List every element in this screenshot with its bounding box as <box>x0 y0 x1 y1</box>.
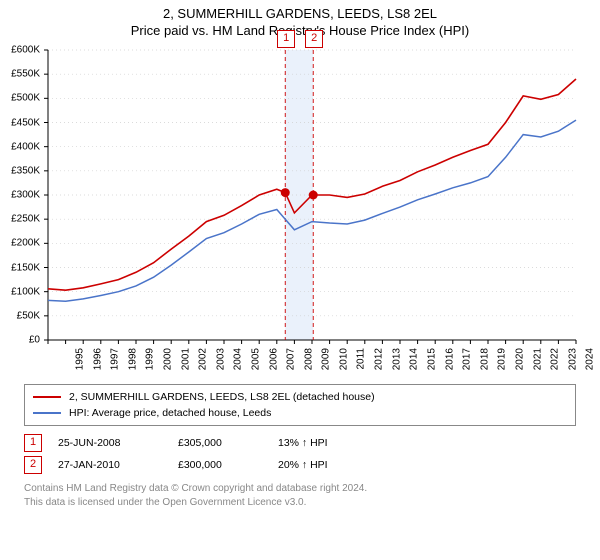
x-tick-label: 2015 <box>426 348 437 370</box>
note-row: 2 27-JAN-2010£300,00020% ↑ HPI <box>24 454 576 476</box>
legend: 2, SUMMERHILL GARDENS, LEEDS, LS8 2EL (d… <box>24 384 576 426</box>
x-tick-label: 2006 <box>268 348 279 370</box>
y-tick-label: £500K <box>0 93 40 104</box>
x-tick-label: 2020 <box>514 348 525 370</box>
y-tick-label: £250K <box>0 214 40 225</box>
x-tick-label: 2012 <box>373 348 384 370</box>
note-date: 25-JUN-2008 <box>58 437 178 449</box>
event-badge: 2 <box>305 30 323 48</box>
x-tick-label: 2013 <box>391 348 402 370</box>
x-tick-label: 1999 <box>145 348 156 370</box>
x-tick-label: 2023 <box>567 348 578 370</box>
note-pct: 13% ↑ HPI <box>278 437 328 449</box>
y-tick-label: £400K <box>0 141 40 152</box>
note-price: £305,000 <box>178 437 278 449</box>
y-tick-label: £300K <box>0 190 40 201</box>
x-tick-label: 2024 <box>585 348 596 370</box>
x-tick-label: 2010 <box>338 348 349 370</box>
note-pct: 20% ↑ HPI <box>278 459 328 471</box>
chart-title: 2, SUMMERHILL GARDENS, LEEDS, LS8 2EL <box>0 6 600 21</box>
x-tick-label: 2014 <box>409 348 420 370</box>
x-tick-label: 2002 <box>197 348 208 370</box>
x-tick-label: 2017 <box>461 348 472 370</box>
title-block: 2, SUMMERHILL GARDENS, LEEDS, LS8 2EL Pr… <box>0 0 600 38</box>
x-tick-label: 1998 <box>127 348 138 370</box>
x-tick-label: 2021 <box>532 348 543 370</box>
note-badge: 1 <box>24 434 42 452</box>
legend-swatch <box>33 396 61 398</box>
x-tick-label: 2022 <box>549 348 560 370</box>
legend-swatch <box>33 412 61 414</box>
x-tick-label: 2018 <box>479 348 490 370</box>
x-tick-label: 2008 <box>303 348 314 370</box>
y-tick-label: £150K <box>0 262 40 273</box>
x-tick-label: 2011 <box>355 348 366 370</box>
x-tick-label: 1995 <box>74 348 85 370</box>
legend-item: HPI: Average price, detached house, Leed… <box>33 405 567 421</box>
x-tick-label: 2019 <box>497 348 508 370</box>
below-chart: 2, SUMMERHILL GARDENS, LEEDS, LS8 2EL (d… <box>24 384 576 509</box>
x-tick-label: 2003 <box>215 348 226 370</box>
event-badge: 1 <box>277 30 295 48</box>
chart-container: { "title_line1": "2, SUMMERHILL GARDENS,… <box>0 0 600 560</box>
y-tick-label: £100K <box>0 286 40 297</box>
chart-subtitle: Price paid vs. HM Land Registry's House … <box>0 23 600 38</box>
legend-item: 2, SUMMERHILL GARDENS, LEEDS, LS8 2EL (d… <box>33 389 567 405</box>
y-tick-label: £50K <box>0 310 40 321</box>
x-tick-label: 2000 <box>162 348 173 370</box>
x-tick-label: 1996 <box>92 348 103 370</box>
license-line: Contains HM Land Registry data © Crown c… <box>24 482 576 496</box>
y-tick-label: £350K <box>0 165 40 176</box>
plot-svg <box>48 50 576 340</box>
event-notes: 1 25-JUN-2008£305,00013% ↑ HPI 2 27-JAN-201… <box>24 432 576 476</box>
x-tick-label: 2016 <box>444 348 455 370</box>
y-tick-label: £450K <box>0 117 40 128</box>
x-tick-label: 2007 <box>285 348 296 370</box>
x-tick-label: 2004 <box>233 348 244 370</box>
note-badge: 2 <box>24 456 42 474</box>
plot-area <box>48 50 576 340</box>
license-text: Contains HM Land Registry data © Crown c… <box>24 482 576 509</box>
legend-label: 2, SUMMERHILL GARDENS, LEEDS, LS8 2EL (d… <box>69 391 375 403</box>
y-tick-label: £600K <box>0 45 40 56</box>
y-tick-label: £0 <box>0 335 40 346</box>
x-tick-label: 2001 <box>180 348 191 370</box>
note-date: 27-JAN-2010 <box>58 459 178 471</box>
legend-label: HPI: Average price, detached house, Leed… <box>69 407 271 419</box>
x-tick-label: 1997 <box>109 348 120 370</box>
license-line: This data is licensed under the Open Gov… <box>24 496 576 510</box>
note-row: 1 25-JUN-2008£305,00013% ↑ HPI <box>24 432 576 454</box>
x-tick-label: 2009 <box>321 348 332 370</box>
note-price: £300,000 <box>178 459 278 471</box>
y-tick-label: £200K <box>0 238 40 249</box>
x-tick-label: 2005 <box>250 348 261 370</box>
y-tick-label: £550K <box>0 69 40 80</box>
